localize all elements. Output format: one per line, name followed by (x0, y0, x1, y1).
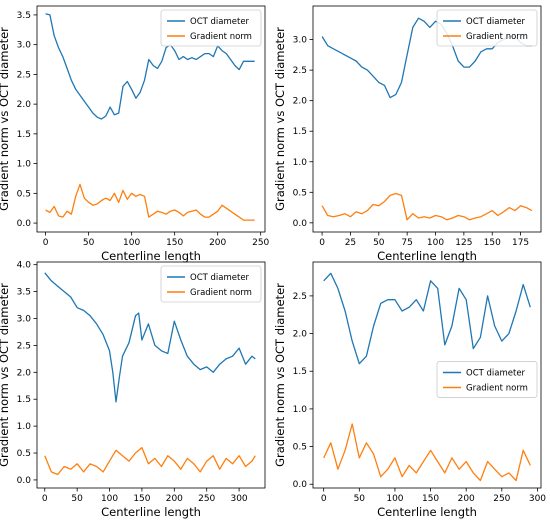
y-tick-label: 2.0 (293, 97, 308, 107)
x-tick-label: 150 (422, 494, 439, 504)
legend-box (160, 265, 262, 303)
y-tick-label: 1.5 (17, 130, 31, 140)
y-tick-label: 1.0 (293, 158, 308, 168)
y-axis-label: Gradient norm vs OCT diameter (273, 283, 287, 467)
y-tick-label: 1.0 (293, 405, 308, 415)
series-line-oct-diameter (323, 272, 531, 365)
y-tick-label: 3.5 (17, 11, 31, 21)
legend-label: OCT diameter (190, 273, 250, 283)
y-tick-label: 0.0 (293, 219, 308, 229)
x-tick-label: 50 (83, 238, 95, 248)
y-tick-label: 0.0 (17, 476, 32, 486)
y-tick-label: 2.0 (17, 100, 32, 110)
y-tick-label: 1.0 (17, 160, 32, 170)
legend-label: Gradient norm (466, 383, 528, 393)
series-line-gradient-norm (45, 183, 255, 221)
x-axis-label: Centerline length (377, 505, 477, 519)
legend: OCT diameter Gradient norm (160, 265, 262, 303)
y-tick-label: 2.5 (17, 341, 31, 351)
series-line-oct-diameter (44, 272, 256, 403)
y-tick-label: 0.5 (17, 189, 31, 199)
legend-label: Gradient norm (190, 288, 252, 298)
y-tick-label: 0.5 (293, 188, 307, 198)
y-tick-label: 2.5 (17, 70, 31, 80)
series-line-oct-diameter (45, 13, 255, 120)
y-tick-label: 2.0 (17, 368, 32, 378)
x-tick-label: 150 (484, 238, 501, 248)
y-tick-label: 3.0 (17, 41, 32, 51)
y-tick-label: 1.5 (17, 395, 31, 405)
y-tick-label: 2.0 (293, 330, 308, 340)
x-axis-label: Centerline length (377, 249, 477, 263)
x-tick-label: 75 (401, 238, 412, 248)
chart-panel-4: 0 50 100 150 200 250 300 0.0 0.5 1.0 1.5 2.0 2.5 Cent… (273, 261, 546, 519)
legend: OCT diameter Gradient norm (436, 361, 538, 398)
x-tick-label: 25 (345, 238, 356, 248)
y-axis-label: Gradient norm vs OCT diameter (0, 283, 11, 467)
y-tick-label: 0.5 (17, 449, 31, 459)
x-tick-label: 0 (42, 494, 48, 504)
legend: OCT diameter Gradient norm (160, 9, 262, 47)
plot-frame (312, 5, 542, 233)
plot-frame (312, 261, 542, 489)
x-tick-label: 0 (321, 494, 327, 504)
y-tick-label: 2.5 (293, 292, 307, 302)
series-line-gradient-norm (44, 446, 256, 476)
y-tick-label: 2.5 (293, 66, 307, 76)
x-tick-label: 0 (43, 238, 49, 248)
x-tick-label: 125 (455, 238, 472, 248)
x-tick-label: 100 (427, 238, 444, 248)
x-tick-label: 100 (101, 494, 118, 504)
y-tick-label: 0.0 (293, 480, 308, 490)
legend-label: Gradient norm (190, 32, 252, 42)
series-line-gradient-norm (323, 423, 531, 482)
x-tick-label: 200 (458, 494, 475, 504)
x-axis-label: Centerline length (101, 505, 201, 519)
y-axis-label: Gradient norm vs OCT diameter (0, 27, 11, 211)
legend-label: OCT diameter (466, 17, 526, 27)
y-tick-label: 3.0 (293, 36, 308, 46)
chart-panel-1: 0 50 100 150 200 250 0.0 0.5 1.0 1.5 2.0 2.5 3.0 3.5 C… (0, 5, 270, 263)
plot-frame (36, 5, 266, 233)
x-tick-label: 0 (319, 238, 325, 248)
x-tick-label: 50 (373, 238, 385, 248)
legend-box (160, 9, 262, 47)
chart-panel-3: 0 50 100 150 200 250 300 0.0 0.5 1.0 1.5 2.0 2.5 3.0 3… (0, 261, 266, 519)
y-tick-label: 1.0 (17, 422, 32, 432)
x-axis-label: Centerline length (101, 249, 201, 263)
legend-label: OCT diameter (466, 368, 526, 378)
x-tick-label: 100 (386, 494, 403, 504)
legend-label: Gradient norm (466, 32, 528, 42)
y-tick-label: 4.0 (17, 261, 32, 271)
y-tick-label: 1.5 (293, 127, 307, 137)
legend: OCT diameter Gradient norm (436, 9, 538, 47)
plot-frame (36, 261, 266, 489)
x-tick-label: 250 (493, 494, 510, 504)
legend-label: OCT diameter (190, 17, 250, 27)
x-tick-label: 50 (354, 494, 366, 504)
legend-box (436, 9, 538, 47)
legend-box (436, 361, 538, 398)
chart-panel-2: 0 25 50 75 100 125 150 175 0.0 0.5 1.0 1.5 2.0 2.5 3.0… (273, 5, 542, 263)
y-tick-label: 1.5 (293, 367, 307, 377)
x-tick-label: 200 (209, 238, 226, 248)
y-tick-label: 0.0 (17, 219, 32, 229)
x-tick-label: 250 (252, 238, 269, 248)
x-tick-label: 250 (198, 494, 215, 504)
y-tick-label: 3.0 (17, 315, 32, 325)
x-tick-label: 50 (71, 494, 83, 504)
x-tick-label: 300 (230, 494, 247, 504)
y-tick-label: 0.5 (293, 443, 307, 453)
y-axis-label: Gradient norm vs OCT diameter (273, 27, 287, 211)
x-tick-label: 175 (512, 238, 529, 248)
x-tick-label: 200 (166, 494, 183, 504)
y-tick-label: 3.5 (17, 288, 31, 298)
series-line-gradient-norm (321, 192, 533, 221)
x-tick-label: 300 (529, 494, 546, 504)
x-tick-label: 100 (123, 238, 140, 248)
x-tick-label: 150 (133, 494, 150, 504)
x-tick-label: 150 (166, 238, 183, 248)
